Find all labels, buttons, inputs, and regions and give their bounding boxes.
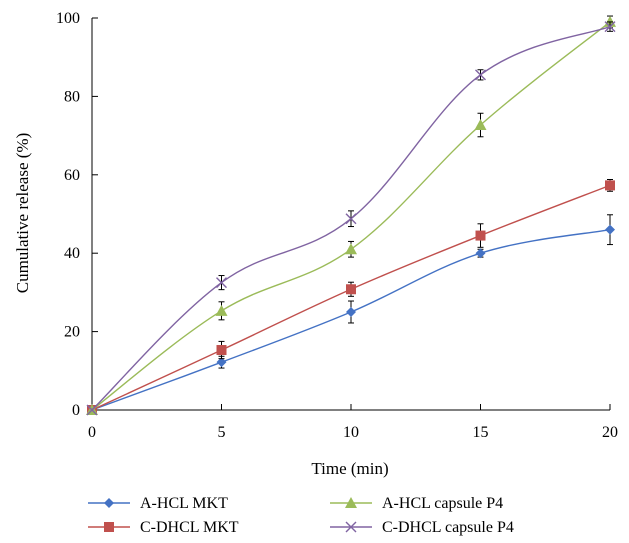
x-tick-label: 5 <box>218 424 226 441</box>
marker-stroke <box>604 21 616 33</box>
x-tick-label: 0 <box>88 424 96 441</box>
data-point <box>216 277 227 289</box>
data-point <box>86 404 98 416</box>
data-point <box>605 224 615 235</box>
data-point <box>475 248 486 259</box>
y-tick-label: 20 <box>64 324 80 341</box>
marker-stroke <box>475 69 486 81</box>
y-axis-title: Cumulative release (%) <box>13 133 32 294</box>
y-tick-label: 40 <box>64 245 80 262</box>
data-point <box>604 21 616 33</box>
y-tick-label: 0 <box>72 402 80 419</box>
x-axis: 0 5 10 15 20 <box>88 404 618 441</box>
legend-label: C-DHCL MKT <box>140 519 239 536</box>
y-tick-label: 100 <box>56 10 80 27</box>
series-c-dhcl-capsule-p4 <box>86 21 616 416</box>
marker-stroke <box>216 277 227 289</box>
legend-marker <box>345 521 357 533</box>
marker-stroke <box>345 213 357 225</box>
legend-item-c-dhcl-capsule-p4: C-DHCL capsule P4 <box>330 519 514 536</box>
legend-label: A-HCL MKT <box>140 495 228 512</box>
data-point <box>345 213 357 225</box>
marker-stroke <box>345 521 357 533</box>
data-point <box>475 69 486 81</box>
y-axis: 0 20 40 60 80 100 <box>56 10 98 419</box>
legend-marker <box>104 498 114 508</box>
legend-label: C-DHCL capsule P4 <box>382 519 514 536</box>
data-point <box>475 230 486 241</box>
x-axis-title: Time (min) <box>311 459 388 478</box>
legend: A-HCL MKT C-DHCL MKT A-HCL capsule P4 C-DHC… <box>88 495 514 536</box>
x-tick-label: 20 <box>602 424 618 441</box>
y-tick-label: 80 <box>64 88 80 105</box>
y-tick-label: 60 <box>64 167 80 184</box>
legend-label: A-HCL capsule P4 <box>382 495 503 512</box>
series-layer <box>86 15 616 416</box>
legend-item-a-hcl-mkt: A-HCL MKT <box>88 495 228 512</box>
data-point <box>345 243 357 255</box>
x-tick-label: 15 <box>473 424 489 441</box>
legend-marker <box>104 522 114 532</box>
data-point <box>474 119 487 131</box>
data-point <box>605 180 615 191</box>
data-point <box>216 357 227 368</box>
x-tick-label: 10 <box>343 424 359 441</box>
marker-stroke <box>86 404 98 416</box>
data-point <box>215 304 228 316</box>
legend-item-a-hcl-capsule-p4: A-HCL capsule P4 <box>330 495 503 512</box>
legend-item-c-dhcl-mkt: C-DHCL MKT <box>88 519 239 536</box>
data-point <box>216 345 227 356</box>
data-point <box>346 284 356 295</box>
legend-marker <box>345 497 357 508</box>
data-point <box>346 307 356 317</box>
